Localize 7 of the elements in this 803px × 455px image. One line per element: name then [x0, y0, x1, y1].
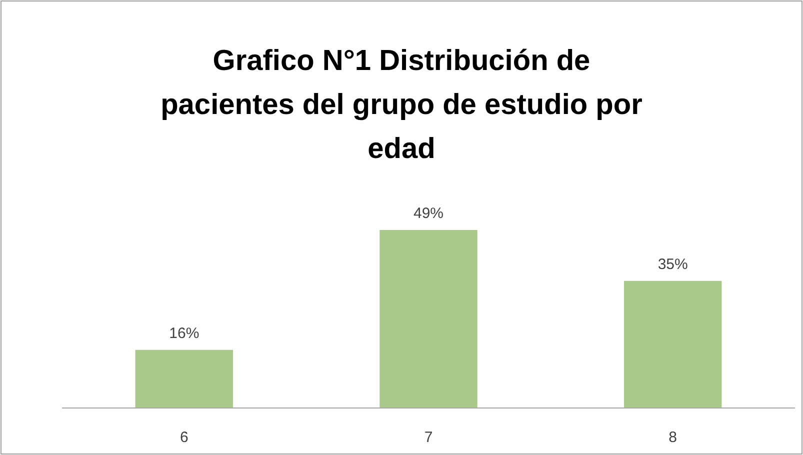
x-tick-label: 7	[424, 429, 433, 446]
data-label: 35%	[658, 256, 688, 273]
chart-title: Grafico N°1 Distribución de pacientes del grupo de estudio por edad	[160, 45, 642, 165]
data-label: 49%	[413, 205, 444, 222]
data-label: 16%	[169, 324, 200, 342]
x-tick-label: 8	[668, 429, 678, 446]
x-tick-label: 6	[180, 429, 188, 446]
